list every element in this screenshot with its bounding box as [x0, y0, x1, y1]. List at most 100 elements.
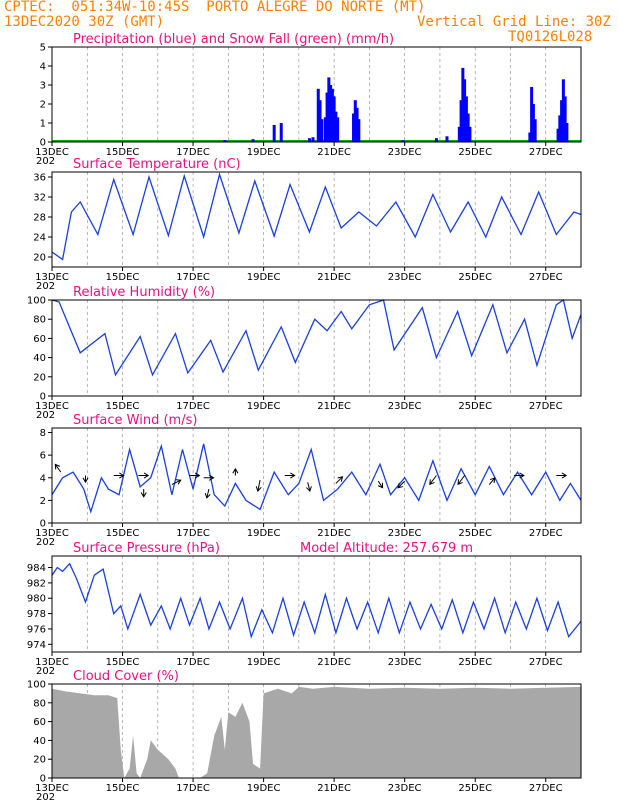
pres-title: Surface Pressure (hPa) — [73, 541, 220, 556]
wind-arrow-head — [194, 472, 201, 479]
rh-title: Relative Humidity (%) — [73, 285, 215, 300]
wind-arrow — [171, 479, 181, 485]
precip-bar — [561, 79, 565, 142]
x-tick-label: 25DEC — [458, 401, 492, 412]
precip-bar — [401, 140, 405, 142]
panel-temp: 20 24 28 32 36 13DEC 15DEC 17DEC 19DEC 21DEC 23DEC… — [33, 157, 582, 292]
y-tick-label: 8 — [40, 428, 46, 439]
y-tick-label: 978 — [27, 609, 46, 620]
precip-bar — [461, 67, 465, 142]
pres-line — [51, 562, 582, 639]
panel-frame — [51, 555, 582, 653]
y-tick-label: 36 — [33, 173, 46, 184]
x-tick-label: 17DEC — [176, 783, 210, 794]
wind-arrow-head — [204, 492, 211, 499]
wind-arrow-head — [209, 474, 215, 481]
x-tick-label: 19DEC — [247, 528, 281, 539]
y-tick-label: 40 — [33, 736, 46, 747]
header-model-id: TQ0126L028 — [508, 29, 593, 45]
precip-bar — [528, 132, 532, 142]
y-tick-label: 20 — [33, 755, 46, 766]
x-tick-label: 23DEC — [388, 272, 422, 283]
precip-bar — [330, 88, 334, 142]
precip-bar — [336, 117, 340, 142]
precip-bar — [272, 124, 276, 142]
panel-wind: 0 2 4 6 8 13DEC 15DEC 17DEC 19DEC 21DEC 23DEC 25DEC… — [35, 413, 582, 548]
x-tick-label: 25DEC — [458, 783, 492, 794]
y-tick-label: 1 — [40, 119, 46, 130]
panel-cloud: 0 20 40 60 80 100 13DEC 15DEC 17DEC 19DEC 21DEC 23D… — [27, 669, 582, 800]
y-tick-label: 32 — [33, 193, 46, 204]
panel-frame — [51, 46, 582, 143]
wind-arrow — [257, 479, 261, 492]
precip-bar — [466, 113, 470, 142]
temp-title: Surface Temperature (nC) — [73, 157, 241, 172]
x-tick-label: 15DEC — [106, 528, 140, 539]
y-tick-label: 20 — [33, 372, 46, 383]
precip-bar — [357, 119, 361, 142]
y-tick-label: 0 — [40, 138, 46, 149]
precip-bar — [558, 115, 562, 142]
pres-annotation: Model Altitude: 257.679 m — [300, 541, 473, 556]
x-tick-label: 21DEC — [317, 657, 351, 668]
x-tick-label: 15DEC — [106, 783, 140, 794]
x-tick-label: 27DEC — [529, 272, 563, 283]
x-tick-label: 27DEC — [529, 528, 563, 539]
precip-bar — [334, 111, 338, 142]
header-grid-note: Vertical Grid Line: 30Z — [417, 14, 611, 30]
x-tick-label: 27DEC — [529, 147, 563, 158]
precip-bar — [311, 137, 315, 142]
cloud-area — [52, 686, 581, 778]
wind-arrow-head — [140, 492, 147, 498]
x-tick-label: 15DEC — [106, 401, 140, 412]
y-tick-label: 980 — [27, 594, 46, 605]
wind-arrow-head — [232, 467, 239, 474]
y-tick-label: 3 — [40, 81, 46, 92]
y-tick-label: 0 — [40, 392, 46, 403]
x-tick-sublabel: 202 — [36, 410, 55, 421]
precip-bar — [464, 96, 468, 142]
y-tick-label: 2 — [40, 100, 46, 111]
x-tick-label: 17DEC — [176, 147, 210, 158]
x-tick-sublabel: 202 — [36, 666, 55, 677]
x-tick-label: 17DEC — [176, 528, 210, 539]
precip-bar — [530, 86, 534, 142]
precip-bar — [323, 117, 327, 142]
y-tick-label: 2 — [40, 496, 46, 507]
x-tick-label: 17DEC — [176, 272, 210, 283]
wind-arrow — [397, 480, 406, 489]
precip-bar — [332, 96, 336, 142]
precip-bar — [533, 119, 537, 142]
y-tick-label: 0 — [40, 774, 46, 785]
precip-bar — [329, 85, 333, 142]
x-tick-sublabel: 202 — [36, 792, 55, 800]
panel-frame — [51, 683, 582, 779]
panel-pres: 974 976 978 980 982 984 13DEC 15DEC 17DEC 19DEC 21… — [27, 541, 582, 677]
x-tick-label: 15DEC — [106, 272, 140, 283]
wind-arrow-head — [119, 472, 125, 479]
precip-bar — [316, 88, 320, 142]
y-tick-label: 4 — [40, 62, 46, 73]
precip-bar — [463, 79, 467, 142]
wind-arrow — [377, 480, 384, 489]
y-tick-label: 0 — [40, 519, 46, 530]
precip-bar — [307, 138, 311, 142]
x-tick-label: 15DEC — [106, 147, 140, 158]
x-tick-label: 25DEC — [458, 528, 492, 539]
x-tick-label: 23DEC — [388, 657, 422, 668]
wind-arrow-head — [143, 472, 150, 479]
y-tick-label: 20 — [33, 253, 46, 264]
rh-line — [51, 298, 582, 377]
y-tick-label: 24 — [33, 233, 46, 244]
precip-bar — [459, 100, 463, 142]
y-tick-label: 60 — [33, 717, 46, 728]
y-tick-label: 4 — [40, 473, 46, 484]
wind-arrow-head — [290, 472, 296, 479]
precip-bar — [325, 92, 329, 142]
panel-frame — [51, 171, 582, 268]
y-tick-label: 60 — [33, 334, 46, 345]
y-tick-label: 984 — [27, 563, 46, 574]
panel-rh: 0 20 40 60 80 100 13DEC 15DEC 17DEC 19DEC 21DEC 23D… — [27, 285, 582, 421]
x-tick-label: 13DEC — [35, 272, 69, 283]
